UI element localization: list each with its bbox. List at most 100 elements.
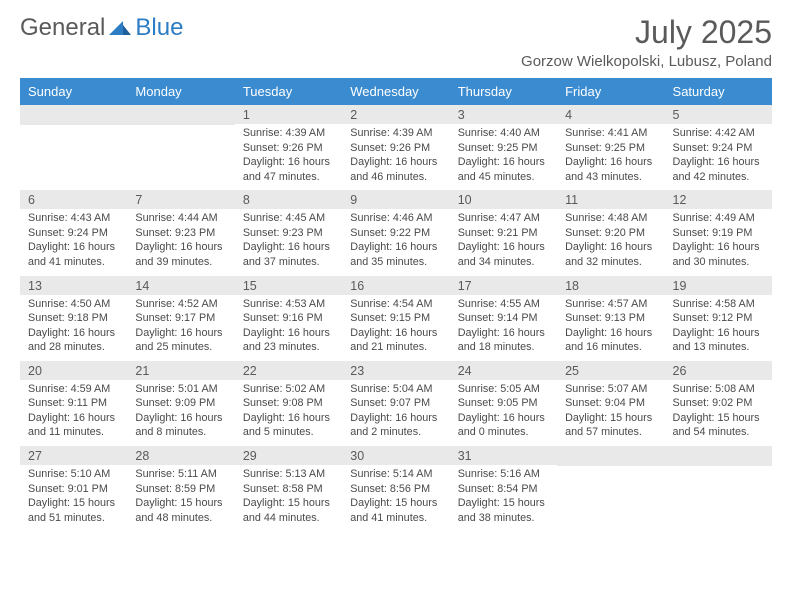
day-details: Sunrise: 4:45 AMSunset: 9:23 PMDaylight:… xyxy=(235,209,342,275)
title-block: July 2025 Gorzow Wielkopolski, Lubusz, P… xyxy=(521,14,772,70)
detail-line: Daylight: 16 hours xyxy=(350,326,441,341)
calendar-cell: 30Sunrise: 5:14 AMSunset: 8:56 PMDayligh… xyxy=(342,446,449,531)
day-number: 7 xyxy=(127,190,234,209)
detail-line: and 28 minutes. xyxy=(28,340,119,355)
detail-line: and 42 minutes. xyxy=(673,170,764,185)
detail-line: Sunrise: 5:11 AM xyxy=(135,467,226,482)
day-details: Sunrise: 4:55 AMSunset: 9:14 PMDaylight:… xyxy=(450,295,557,361)
calendar-cell: 23Sunrise: 5:04 AMSunset: 9:07 PMDayligh… xyxy=(342,361,449,446)
day-number: 10 xyxy=(450,190,557,209)
day-details: Sunrise: 5:14 AMSunset: 8:56 PMDaylight:… xyxy=(342,465,449,531)
brand-word-1: General xyxy=(20,14,105,42)
day-number xyxy=(665,446,772,466)
day-number: 6 xyxy=(20,190,127,209)
detail-line: Daylight: 16 hours xyxy=(458,411,549,426)
calendar-week: 6Sunrise: 4:43 AMSunset: 9:24 PMDaylight… xyxy=(20,190,772,275)
calendar-cell: 18Sunrise: 4:57 AMSunset: 9:13 PMDayligh… xyxy=(557,276,664,361)
day-number: 3 xyxy=(450,105,557,124)
calendar-cell: 6Sunrise: 4:43 AMSunset: 9:24 PMDaylight… xyxy=(20,190,127,275)
detail-line: Sunrise: 5:01 AM xyxy=(135,382,226,397)
detail-line: and 13 minutes. xyxy=(673,340,764,355)
weekday-friday: Friday xyxy=(557,78,664,105)
detail-line: Sunset: 8:59 PM xyxy=(135,482,226,497)
calendar-cell: 7Sunrise: 4:44 AMSunset: 9:23 PMDaylight… xyxy=(127,190,234,275)
day-number: 29 xyxy=(235,446,342,465)
detail-line: Sunset: 9:23 PM xyxy=(135,226,226,241)
day-details: Sunrise: 5:11 AMSunset: 8:59 PMDaylight:… xyxy=(127,465,234,531)
detail-line: Sunset: 9:17 PM xyxy=(135,311,226,326)
calendar-cell: 5Sunrise: 4:42 AMSunset: 9:24 PMDaylight… xyxy=(665,105,772,190)
detail-line: Sunrise: 4:45 AM xyxy=(243,211,334,226)
detail-line: Sunrise: 4:54 AM xyxy=(350,297,441,312)
day-details: Sunrise: 5:07 AMSunset: 9:04 PMDaylight:… xyxy=(557,380,664,446)
day-details: Sunrise: 5:08 AMSunset: 9:02 PMDaylight:… xyxy=(665,380,772,446)
detail-line: Sunset: 9:21 PM xyxy=(458,226,549,241)
detail-line: Sunset: 9:23 PM xyxy=(243,226,334,241)
detail-line: Sunrise: 5:04 AM xyxy=(350,382,441,397)
day-number: 24 xyxy=(450,361,557,380)
day-details: Sunrise: 5:01 AMSunset: 9:09 PMDaylight:… xyxy=(127,380,234,446)
calendar-cell: 19Sunrise: 4:58 AMSunset: 9:12 PMDayligh… xyxy=(665,276,772,361)
day-details: Sunrise: 4:57 AMSunset: 9:13 PMDaylight:… xyxy=(557,295,664,361)
detail-line: Sunset: 8:54 PM xyxy=(458,482,549,497)
day-number: 22 xyxy=(235,361,342,380)
day-details: Sunrise: 4:47 AMSunset: 9:21 PMDaylight:… xyxy=(450,209,557,275)
detail-line: Daylight: 16 hours xyxy=(28,326,119,341)
day-number: 8 xyxy=(235,190,342,209)
day-number: 11 xyxy=(557,190,664,209)
detail-line: Daylight: 15 hours xyxy=(243,496,334,511)
detail-line: Sunrise: 4:46 AM xyxy=(350,211,441,226)
detail-line: and 45 minutes. xyxy=(458,170,549,185)
detail-line: Sunset: 9:24 PM xyxy=(673,141,764,156)
calendar-cell: 16Sunrise: 4:54 AMSunset: 9:15 PMDayligh… xyxy=(342,276,449,361)
detail-line: Sunrise: 4:52 AM xyxy=(135,297,226,312)
detail-line: Daylight: 16 hours xyxy=(135,411,226,426)
day-details xyxy=(557,466,664,526)
day-details: Sunrise: 4:49 AMSunset: 9:19 PMDaylight:… xyxy=(665,209,772,275)
day-number: 2 xyxy=(342,105,449,124)
calendar-cell: 11Sunrise: 4:48 AMSunset: 9:20 PMDayligh… xyxy=(557,190,664,275)
detail-line: and 48 minutes. xyxy=(135,511,226,526)
calendar-cell: 24Sunrise: 5:05 AMSunset: 9:05 PMDayligh… xyxy=(450,361,557,446)
day-details: Sunrise: 5:10 AMSunset: 9:01 PMDaylight:… xyxy=(20,465,127,531)
day-number xyxy=(557,446,664,466)
day-details: Sunrise: 4:54 AMSunset: 9:15 PMDaylight:… xyxy=(342,295,449,361)
calendar-cell xyxy=(20,105,127,190)
detail-line: and 8 minutes. xyxy=(135,425,226,440)
day-number: 1 xyxy=(235,105,342,124)
detail-line: Daylight: 16 hours xyxy=(135,240,226,255)
detail-line: Sunset: 9:19 PM xyxy=(673,226,764,241)
detail-line: Daylight: 16 hours xyxy=(28,240,119,255)
detail-line: Daylight: 15 hours xyxy=(135,496,226,511)
detail-line: Sunset: 9:13 PM xyxy=(565,311,656,326)
day-number xyxy=(127,105,234,125)
detail-line: Sunset: 9:04 PM xyxy=(565,396,656,411)
detail-line: Sunset: 9:16 PM xyxy=(243,311,334,326)
calendar-cell: 1Sunrise: 4:39 AMSunset: 9:26 PMDaylight… xyxy=(235,105,342,190)
calendar-cell: 26Sunrise: 5:08 AMSunset: 9:02 PMDayligh… xyxy=(665,361,772,446)
detail-line: Daylight: 15 hours xyxy=(458,496,549,511)
weekday-tuesday: Tuesday xyxy=(235,78,342,105)
detail-line: Sunset: 9:25 PM xyxy=(565,141,656,156)
detail-line: Sunrise: 5:02 AM xyxy=(243,382,334,397)
detail-line: Sunrise: 4:48 AM xyxy=(565,211,656,226)
detail-line: Daylight: 16 hours xyxy=(28,411,119,426)
detail-line: and 54 minutes. xyxy=(673,425,764,440)
day-number: 25 xyxy=(557,361,664,380)
detail-line: and 47 minutes. xyxy=(243,170,334,185)
day-number: 30 xyxy=(342,446,449,465)
detail-line: and 44 minutes. xyxy=(243,511,334,526)
day-details xyxy=(127,125,234,185)
detail-line: Daylight: 16 hours xyxy=(350,240,441,255)
detail-line: Daylight: 15 hours xyxy=(350,496,441,511)
detail-line: Sunrise: 4:39 AM xyxy=(350,126,441,141)
day-details: Sunrise: 4:58 AMSunset: 9:12 PMDaylight:… xyxy=(665,295,772,361)
calendar-cell: 3Sunrise: 4:40 AMSunset: 9:25 PMDaylight… xyxy=(450,105,557,190)
calendar-cell xyxy=(127,105,234,190)
calendar-week: 13Sunrise: 4:50 AMSunset: 9:18 PMDayligh… xyxy=(20,276,772,361)
detail-line: Daylight: 15 hours xyxy=(673,411,764,426)
detail-line: and 43 minutes. xyxy=(565,170,656,185)
day-number: 12 xyxy=(665,190,772,209)
calendar-cell: 14Sunrise: 4:52 AMSunset: 9:17 PMDayligh… xyxy=(127,276,234,361)
detail-line: and 39 minutes. xyxy=(135,255,226,270)
